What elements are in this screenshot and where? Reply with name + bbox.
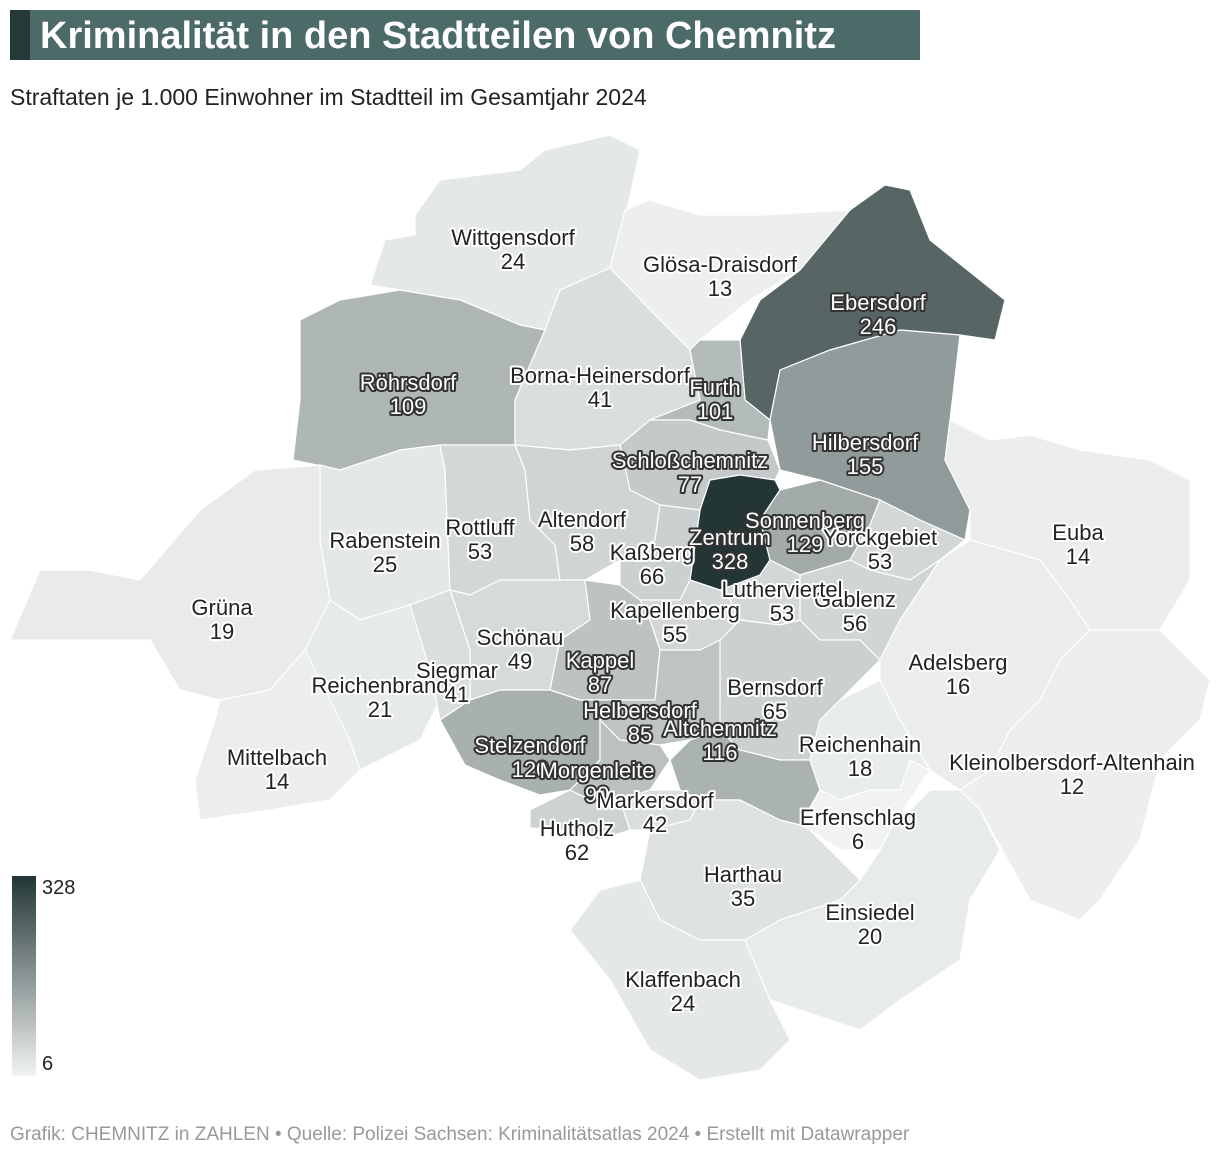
district-name: Schloßchemnitz [612,448,769,473]
map [9,134,1211,1081]
district-name: Euba [1052,520,1104,545]
district-name: Yorckgebiet [823,525,937,550]
district-name: Wittgensdorf [451,225,575,250]
district-name: Siegmar [416,658,498,683]
district-value: 13 [708,276,732,301]
district-value: 55 [663,622,687,647]
district-name: Lutherviertel [721,577,842,602]
district-value: 116 [702,740,737,765]
district-name: Schönau [477,625,564,650]
district-name: Zentrum [689,525,771,550]
district-value: 14 [1066,544,1090,569]
district-value: 62 [565,840,589,865]
district-value: 53 [868,549,892,574]
district-value: 21 [368,697,392,722]
legend-label: 6 [42,1053,53,1075]
district-value: 12 [1060,774,1084,799]
district-name: Bernsdorf [727,675,823,700]
district-name: Rottluff [445,515,515,540]
district-name: Furth [689,375,740,400]
title-box [10,10,920,60]
district [744,789,1001,1031]
title-accent [10,10,30,60]
district [529,789,631,841]
source: Grafik: CHEMNITZ in ZAHLEN • Quelle: Pol… [10,1124,910,1145]
district-value: 14 [265,769,289,794]
district-name: Kaßberg [610,540,694,565]
district-value: 19 [210,619,234,644]
district-name: Kapellenberg [610,598,740,623]
district-value: 53 [770,601,794,626]
district-name: Erfenschlag [800,805,916,830]
district-value: 85 [628,722,652,747]
chart-title: Kriminalität in den Stadtteilen von Chem… [40,15,836,57]
district [959,629,1211,921]
district-name: Harthau [704,862,782,887]
district-value: 20 [858,924,882,949]
district-name: Röhrsdorf [360,370,457,395]
district-name: Ebersdorf [830,290,926,315]
district [569,879,791,1081]
district-value: 42 [643,812,667,837]
legend-gradient [12,876,36,1076]
district-value: 49 [508,649,532,674]
district-name: Stelzendorf [474,733,586,758]
district-value: 24 [671,991,695,1016]
district [9,464,331,701]
district-name: Grüna [191,595,253,620]
district-value: 53 [468,539,492,564]
district-value: 90 [585,782,609,807]
district-name: Hutholz [540,816,615,841]
district-value: 65 [763,699,787,724]
district-value: 41 [445,682,469,707]
district-name: Einsiedel [825,900,914,925]
district-name: Kleinolbersdorf-Altenhain [949,750,1195,775]
district-value: 87 [588,672,612,697]
district-name: Adelsberg [908,650,1007,675]
district-name: Altchemnitz [663,716,777,741]
district-value: 155 [847,454,884,479]
district-value: 66 [640,564,664,589]
district-name: Kappel [566,648,635,673]
district-name: Altendorf [538,507,627,532]
district-value: 25 [373,552,397,577]
district [194,648,361,821]
district-value: 109 [390,394,427,419]
district-name: Reichenbrand [312,673,449,698]
district-value: 18 [848,756,872,781]
district-value: 56 [843,611,867,636]
district-name: Helbersdorf [583,698,698,723]
chart-subtitle: Straftaten je 1.000 Einwohner im Stadtte… [10,84,647,110]
district-name: Markersdorf [596,788,714,813]
district-value: 246 [860,314,897,339]
district-value: 16 [946,674,970,699]
district-value: 120 [512,757,549,782]
district-value: 35 [731,886,755,911]
district-name: Hilbersdorf [812,430,919,455]
district-value: 58 [570,531,594,556]
legend: 6 328 [42,877,75,1075]
district-value: 77 [678,472,702,497]
district-name: Klaffenbach [625,967,741,992]
district-value: 24 [501,249,525,274]
district-value: 129 [787,532,824,557]
district-name: Glösa-Draisdorf [643,252,798,277]
district-name: Borna-Heinersdorf [510,363,691,388]
legend-label: 328 [42,877,75,899]
district-value: 41 [588,387,612,412]
district-name: Morgenleite [540,758,655,783]
district-name: Sonnenberg [745,508,865,533]
district-value: 6 [852,829,864,854]
district [799,759,931,851]
district-value: 101 [697,399,734,424]
district-value: 328 [712,549,749,574]
district-name: Gablenz [814,587,896,612]
district-name: Rabenstein [329,528,440,553]
district-name: Mittelbach [227,745,327,770]
district-name: Reichenhain [799,732,921,757]
